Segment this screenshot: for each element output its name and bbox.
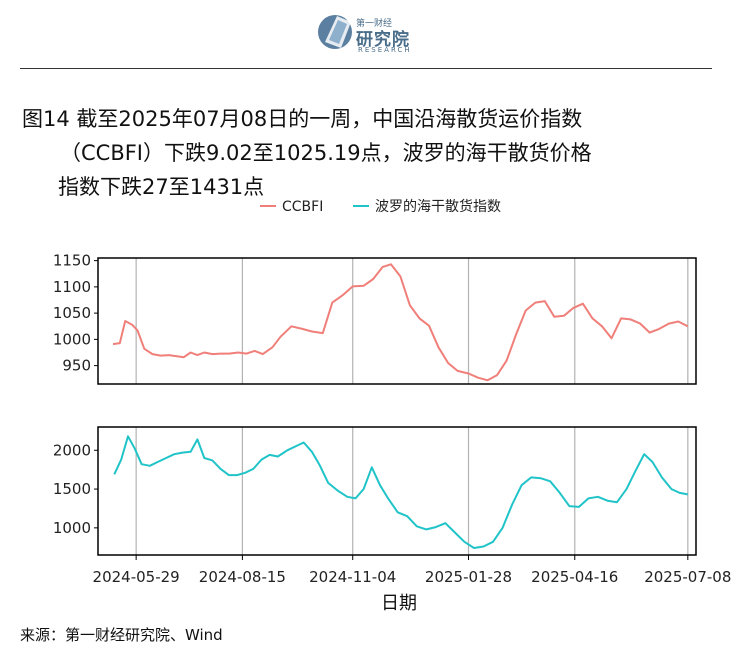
x-tick-label: 2025-04-16	[531, 568, 618, 586]
bdi-series-line	[113, 435, 688, 549]
y-tick-label: 1500	[53, 480, 91, 498]
figure-title-line-3: 指数下跌27至1431点	[58, 175, 265, 199]
figure-title-line-2: （CCBFI）下跌9.02至1025.19点，波罗的海干散货价格	[60, 141, 592, 165]
y-tick-label: 1000	[53, 330, 91, 348]
x-tick-label: 2024-05-29	[93, 568, 180, 586]
y-tick-label: 1050	[53, 304, 91, 322]
logo-emblem-icon	[318, 15, 352, 49]
chart-legend: CCBFI 波罗的海干散货指数	[260, 198, 501, 215]
logo: 第一财经 研究院 RESEARCH	[315, 8, 445, 58]
figure-title: 图14 截至2025年07月08日的一周，中国沿海散货运价指数 （CCBFI）下…	[22, 102, 722, 204]
x-tick-label: 2025-07-08	[644, 568, 731, 586]
legend-label: CCBFI	[282, 199, 323, 215]
logo-text-main: 研究院	[356, 30, 410, 50]
legend-label: 波罗的海干散货指数	[375, 198, 501, 215]
panel-border	[97, 426, 697, 556]
y-tick-label: 2000	[53, 441, 91, 459]
y-tick-label: 1150	[53, 252, 91, 270]
header-divider	[20, 68, 712, 69]
x-tick-label: 2025-01-28	[425, 568, 512, 586]
logo-text-top: 第一财经	[356, 19, 393, 29]
y-tick-label: 1100	[53, 278, 91, 296]
y-tick-label: 1000	[53, 519, 91, 537]
bdi-panel: 1000 1500 2000	[53, 426, 697, 556]
x-axis: 2024-05-29 2024-08-15 2024-11-04 2025-01-28…	[93, 555, 731, 614]
x-tick-label: 2024-08-15	[199, 568, 286, 586]
panel-border	[97, 257, 697, 385]
ccbfi-series-line	[112, 263, 689, 382]
logo-text-sub: RESEARCH	[358, 46, 412, 54]
ccbfi-panel: 950 1000 1050 1100 1150	[53, 252, 697, 385]
x-axis-title: 日期	[381, 593, 417, 614]
figure-title-line-1: 图14 截至2025年07月08日的一周，中国沿海散货运价指数	[22, 107, 583, 131]
x-tick-label: 2024-11-04	[309, 568, 396, 586]
source-note: 来源：第一财经研究院、Wind	[20, 626, 223, 644]
y-tick-label: 950	[62, 357, 91, 375]
